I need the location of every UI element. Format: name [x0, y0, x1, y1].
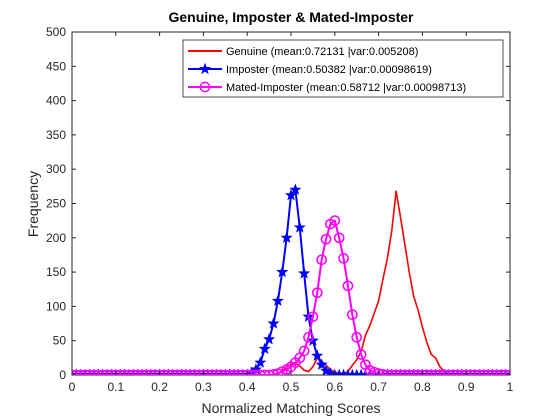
data-point	[249, 363, 262, 375]
y-tick-label: 300	[46, 162, 66, 176]
data-point	[298, 267, 311, 279]
data-point	[263, 332, 276, 345]
data-point	[307, 311, 319, 323]
legend-label: Imposter (mean:0.50382 |var:0.00098619)	[226, 64, 432, 76]
data-point	[342, 280, 354, 292]
x-tick-label: 0.2	[151, 380, 168, 394]
data-point	[303, 331, 314, 343]
x-tick-label: 0	[69, 380, 76, 394]
legend-marker	[198, 62, 212, 75]
legend-marker	[199, 81, 211, 93]
y-tick-label: 150	[46, 265, 66, 279]
data-point	[258, 342, 271, 355]
chart-title: Genuine, Imposter & Mated-Imposter	[168, 9, 414, 25]
data-point	[338, 253, 349, 264]
data-point	[315, 358, 328, 370]
x-tick-label: 0.1	[107, 380, 124, 394]
x-tick-label: 0.9	[458, 380, 475, 394]
data-point	[311, 349, 324, 361]
data-point	[298, 345, 310, 357]
legend-label: Genuine (mean:0.72131 |var:0.005208)	[226, 46, 418, 58]
data-point	[293, 221, 306, 233]
y-axis: 0 50 100 150 200 250 300 350 400 450 500	[46, 25, 510, 382]
data-point	[311, 287, 323, 299]
data-point	[504, 369, 510, 375]
y-tick-label: 250	[46, 197, 66, 211]
data-point	[351, 331, 363, 343]
y-tick-label: 450	[46, 59, 66, 73]
data-point	[280, 231, 293, 243]
data-point	[267, 317, 280, 329]
data-point	[329, 215, 341, 226]
legend: Genuine (mean:0.72131 |var:0.005208) Impo…	[182, 39, 504, 98]
data-point	[320, 233, 332, 245]
legend-entry: Genuine (mean:0.72131 |var:0.005208)	[188, 46, 418, 58]
x-tick-label: 0.8	[414, 380, 431, 394]
legend-box	[182, 39, 504, 98]
y-tick-label: 200	[46, 231, 66, 245]
data-point	[276, 265, 289, 278]
x-tick-label: 0.7	[370, 380, 387, 394]
data-point	[284, 188, 298, 201]
data-point	[355, 349, 367, 360]
data-point	[271, 294, 284, 307]
data-point	[500, 369, 510, 375]
y-tick-label: 400	[46, 94, 66, 108]
legend-entry: Imposter (mean:0.50382 |var:0.00098619)	[188, 62, 432, 76]
x-tick-label: 1	[507, 380, 514, 394]
x-tick-label: 0.3	[195, 380, 212, 394]
y-tick-label: 350	[46, 128, 66, 142]
series-line	[273, 190, 458, 375]
y-tick-label: 100	[46, 299, 66, 313]
y-axis-label: Frequency	[25, 171, 41, 237]
x-tick-label: 0.5	[283, 380, 300, 394]
y-tick-label: 500	[46, 25, 66, 39]
x-axis: 0 0.1 0.2 0.3 0.4 0.5 0.6 0.7 0.8 0.9 1	[69, 32, 514, 394]
data-point	[316, 254, 328, 266]
y-tick-label: 0	[59, 368, 66, 382]
data-point	[346, 309, 358, 320]
x-tick-label: 0.6	[326, 380, 343, 394]
legend-label: Mated-Imposter (mean:0.58712 |var:0.0009…	[226, 82, 466, 94]
data-point	[333, 232, 345, 244]
data-point	[289, 183, 302, 195]
series-0	[273, 190, 458, 375]
x-axis-label: Normalized Matching Scores	[202, 400, 381, 416]
data-point	[254, 356, 267, 368]
y-tick-label: 50	[53, 334, 67, 348]
x-tick-label: 0.4	[239, 380, 256, 394]
legend-entry: Mated-Imposter (mean:0.58712 |var:0.0009…	[188, 81, 466, 94]
